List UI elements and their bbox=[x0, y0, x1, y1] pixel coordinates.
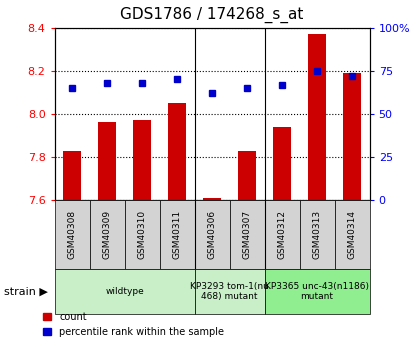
Text: wildtype: wildtype bbox=[105, 287, 144, 296]
Text: GSM40309: GSM40309 bbox=[102, 210, 112, 259]
Legend: count, percentile rank within the sample: count, percentile rank within the sample bbox=[43, 312, 224, 337]
Text: strain ▶: strain ▶ bbox=[4, 287, 48, 296]
Text: GSM40306: GSM40306 bbox=[207, 210, 217, 259]
Text: GSM40308: GSM40308 bbox=[68, 210, 76, 259]
FancyBboxPatch shape bbox=[265, 269, 370, 314]
FancyBboxPatch shape bbox=[55, 269, 194, 314]
FancyBboxPatch shape bbox=[55, 200, 89, 269]
FancyBboxPatch shape bbox=[194, 200, 230, 269]
Text: GSM40313: GSM40313 bbox=[312, 210, 322, 259]
Bar bbox=[63, 150, 81, 200]
Bar bbox=[273, 127, 291, 200]
FancyBboxPatch shape bbox=[89, 200, 125, 269]
Text: KP3293 tom-1(nu
468) mutant: KP3293 tom-1(nu 468) mutant bbox=[190, 282, 269, 301]
FancyBboxPatch shape bbox=[230, 200, 265, 269]
FancyBboxPatch shape bbox=[335, 200, 370, 269]
FancyBboxPatch shape bbox=[160, 200, 194, 269]
Text: GSM40307: GSM40307 bbox=[243, 210, 252, 259]
FancyBboxPatch shape bbox=[125, 200, 160, 269]
Title: GDS1786 / 174268_s_at: GDS1786 / 174268_s_at bbox=[121, 7, 304, 23]
Bar bbox=[344, 73, 361, 200]
Text: GSM40310: GSM40310 bbox=[138, 210, 147, 259]
Text: KP3365 unc-43(n1186)
mutant: KP3365 unc-43(n1186) mutant bbox=[265, 282, 369, 301]
Bar bbox=[308, 34, 326, 200]
Text: GSM40314: GSM40314 bbox=[348, 210, 357, 259]
FancyBboxPatch shape bbox=[299, 200, 335, 269]
Text: GSM40312: GSM40312 bbox=[278, 210, 286, 259]
Text: GSM40311: GSM40311 bbox=[173, 210, 181, 259]
FancyBboxPatch shape bbox=[194, 269, 265, 314]
FancyBboxPatch shape bbox=[265, 200, 299, 269]
Bar bbox=[134, 120, 151, 200]
Bar bbox=[98, 122, 116, 200]
Bar bbox=[239, 150, 256, 200]
Bar bbox=[203, 198, 221, 200]
Bar bbox=[168, 103, 186, 200]
